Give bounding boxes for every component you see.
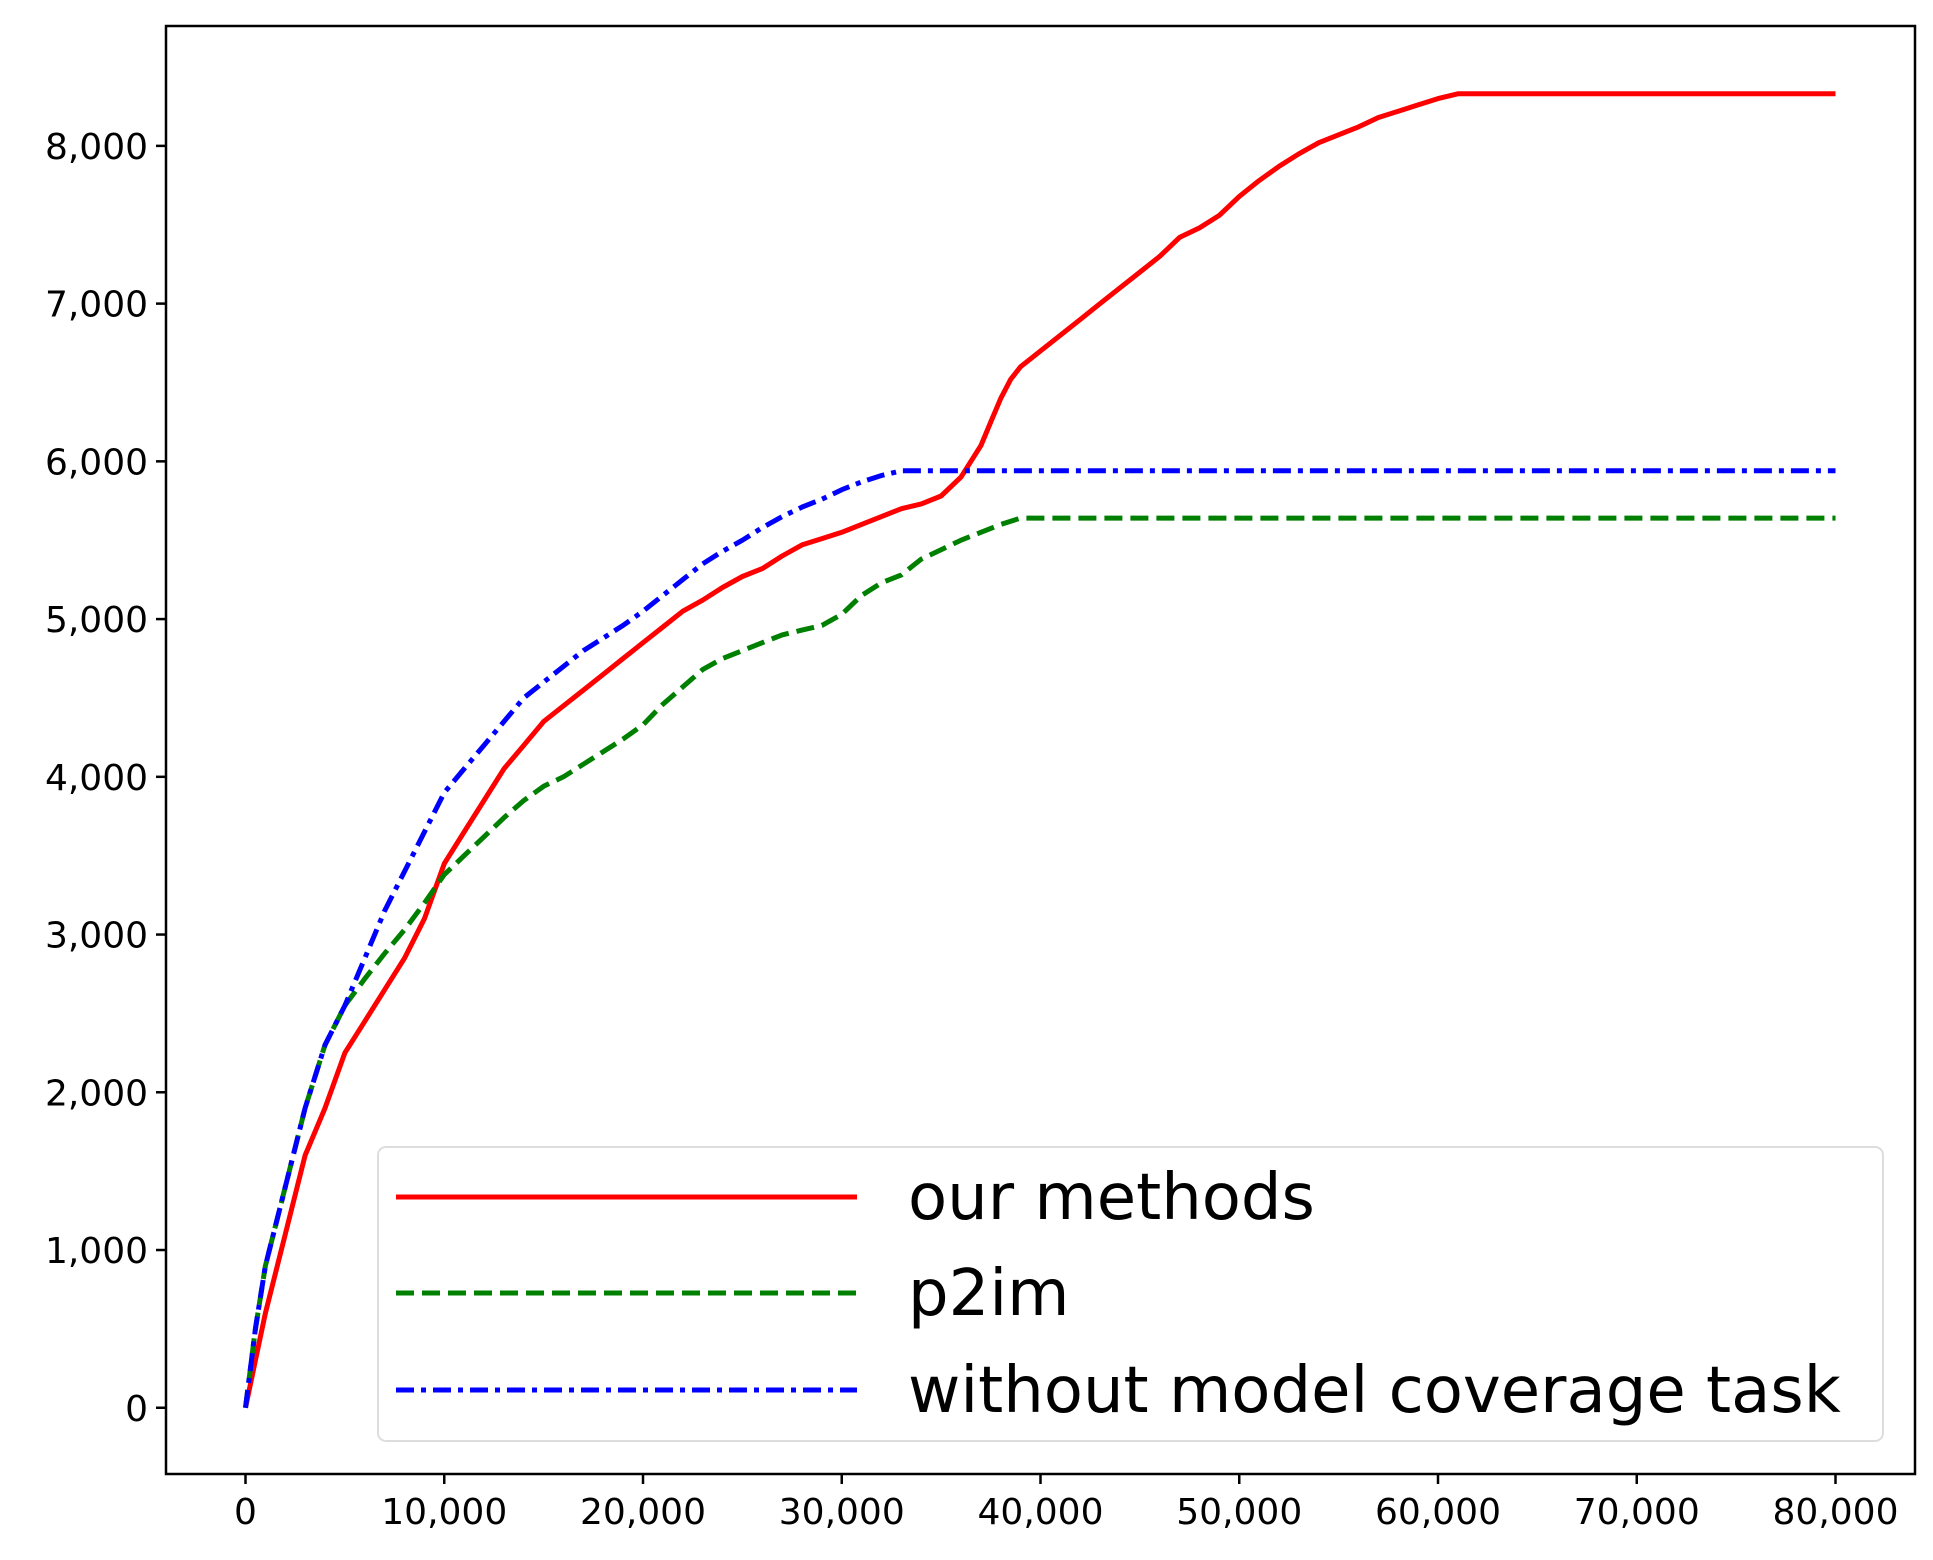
legend-label-1: our methods (908, 1161, 1315, 1235)
series-layer (243, 91, 1836, 1409)
series-line-3 (243, 468, 1836, 1409)
legend-label-2: p2im (908, 1257, 1069, 1331)
x-tick-label: 10,000 (381, 1492, 507, 1533)
series-line-1 (243, 91, 1836, 1409)
x-tick-label: 70,000 (1574, 1492, 1700, 1533)
legend: our methods p2im without model coverage ta… (377, 1146, 1884, 1442)
x-tick-label: 80,000 (1773, 1492, 1899, 1533)
y-tick-label: 2,000 (45, 1073, 148, 1114)
x-tick-label: 20,000 (580, 1492, 706, 1533)
series-line-2 (243, 515, 1836, 1409)
x-axis: 0 10,000 20,000 30,000 40,000 50,000 60,000 70,… (234, 1474, 1898, 1533)
y-tick-label: 1,000 (45, 1231, 148, 1272)
y-tick-label: 0 (125, 1389, 148, 1430)
y-tick-label: 7,000 (45, 285, 148, 326)
y-axis: 0 1,000 2,000 3,000 4,000 5,000 6,000 7,000 8,00… (45, 127, 166, 1430)
x-tick-label: 50,000 (1176, 1492, 1302, 1533)
legend-box (377, 1146, 1884, 1442)
y-tick-label: 3,000 (45, 916, 148, 957)
x-tick-label: 40,000 (978, 1492, 1104, 1533)
y-tick-label: 8,000 (45, 127, 148, 168)
x-tick-label: 60,000 (1375, 1492, 1501, 1533)
legend-label-3: without model coverage task (908, 1354, 1841, 1428)
y-tick-label: 5,000 (45, 600, 148, 641)
x-tick-label: 30,000 (779, 1492, 905, 1533)
y-tick-label: 6,000 (45, 442, 148, 483)
x-tick-label: 0 (234, 1492, 257, 1533)
y-tick-label: 4,000 (45, 758, 148, 799)
